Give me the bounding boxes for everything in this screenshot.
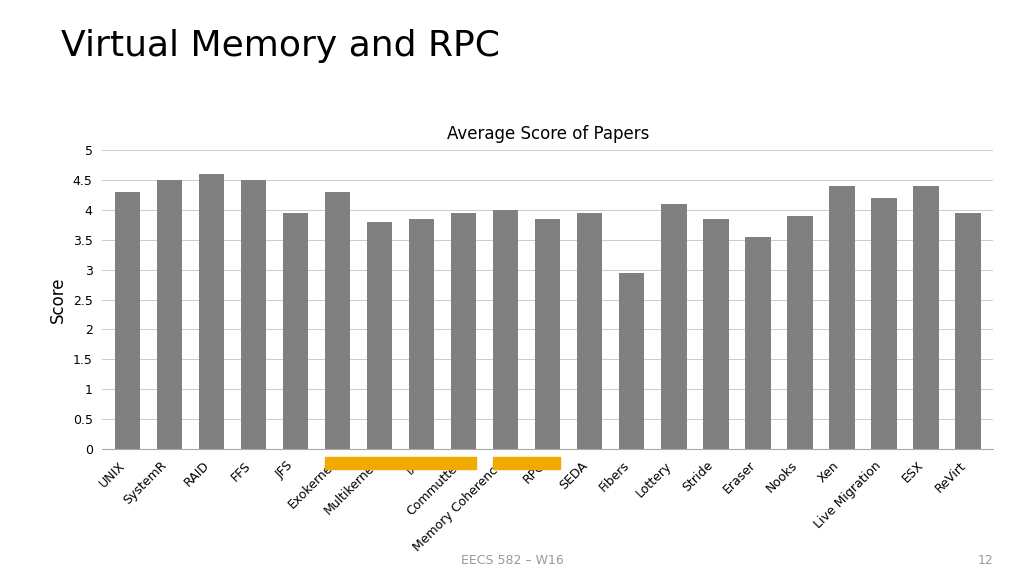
Text: 12: 12	[978, 554, 993, 567]
Bar	[199, 174, 224, 449]
Bar	[745, 237, 770, 449]
Bar	[326, 457, 476, 469]
Bar	[913, 185, 939, 449]
Title: Average Score of Papers: Average Score of Papers	[446, 124, 649, 143]
Bar	[871, 198, 897, 449]
Bar	[620, 272, 644, 449]
Bar	[578, 213, 602, 449]
Bar	[283, 213, 308, 449]
Bar	[157, 180, 182, 449]
Bar	[368, 222, 392, 449]
Bar	[955, 213, 981, 449]
Bar	[241, 180, 266, 449]
Bar	[326, 192, 350, 449]
Y-axis label: Score: Score	[49, 276, 68, 323]
Bar	[452, 213, 476, 449]
Bar	[703, 219, 728, 449]
Bar	[662, 204, 686, 449]
Bar	[494, 210, 518, 449]
Text: Virtual Memory and RPC: Virtual Memory and RPC	[61, 29, 501, 63]
Bar	[115, 192, 140, 449]
Text: EECS 582 – W16: EECS 582 – W16	[461, 554, 563, 567]
Bar	[829, 185, 855, 449]
Bar	[536, 219, 560, 449]
Bar	[494, 457, 560, 469]
Bar	[787, 215, 813, 449]
Bar	[410, 219, 434, 449]
